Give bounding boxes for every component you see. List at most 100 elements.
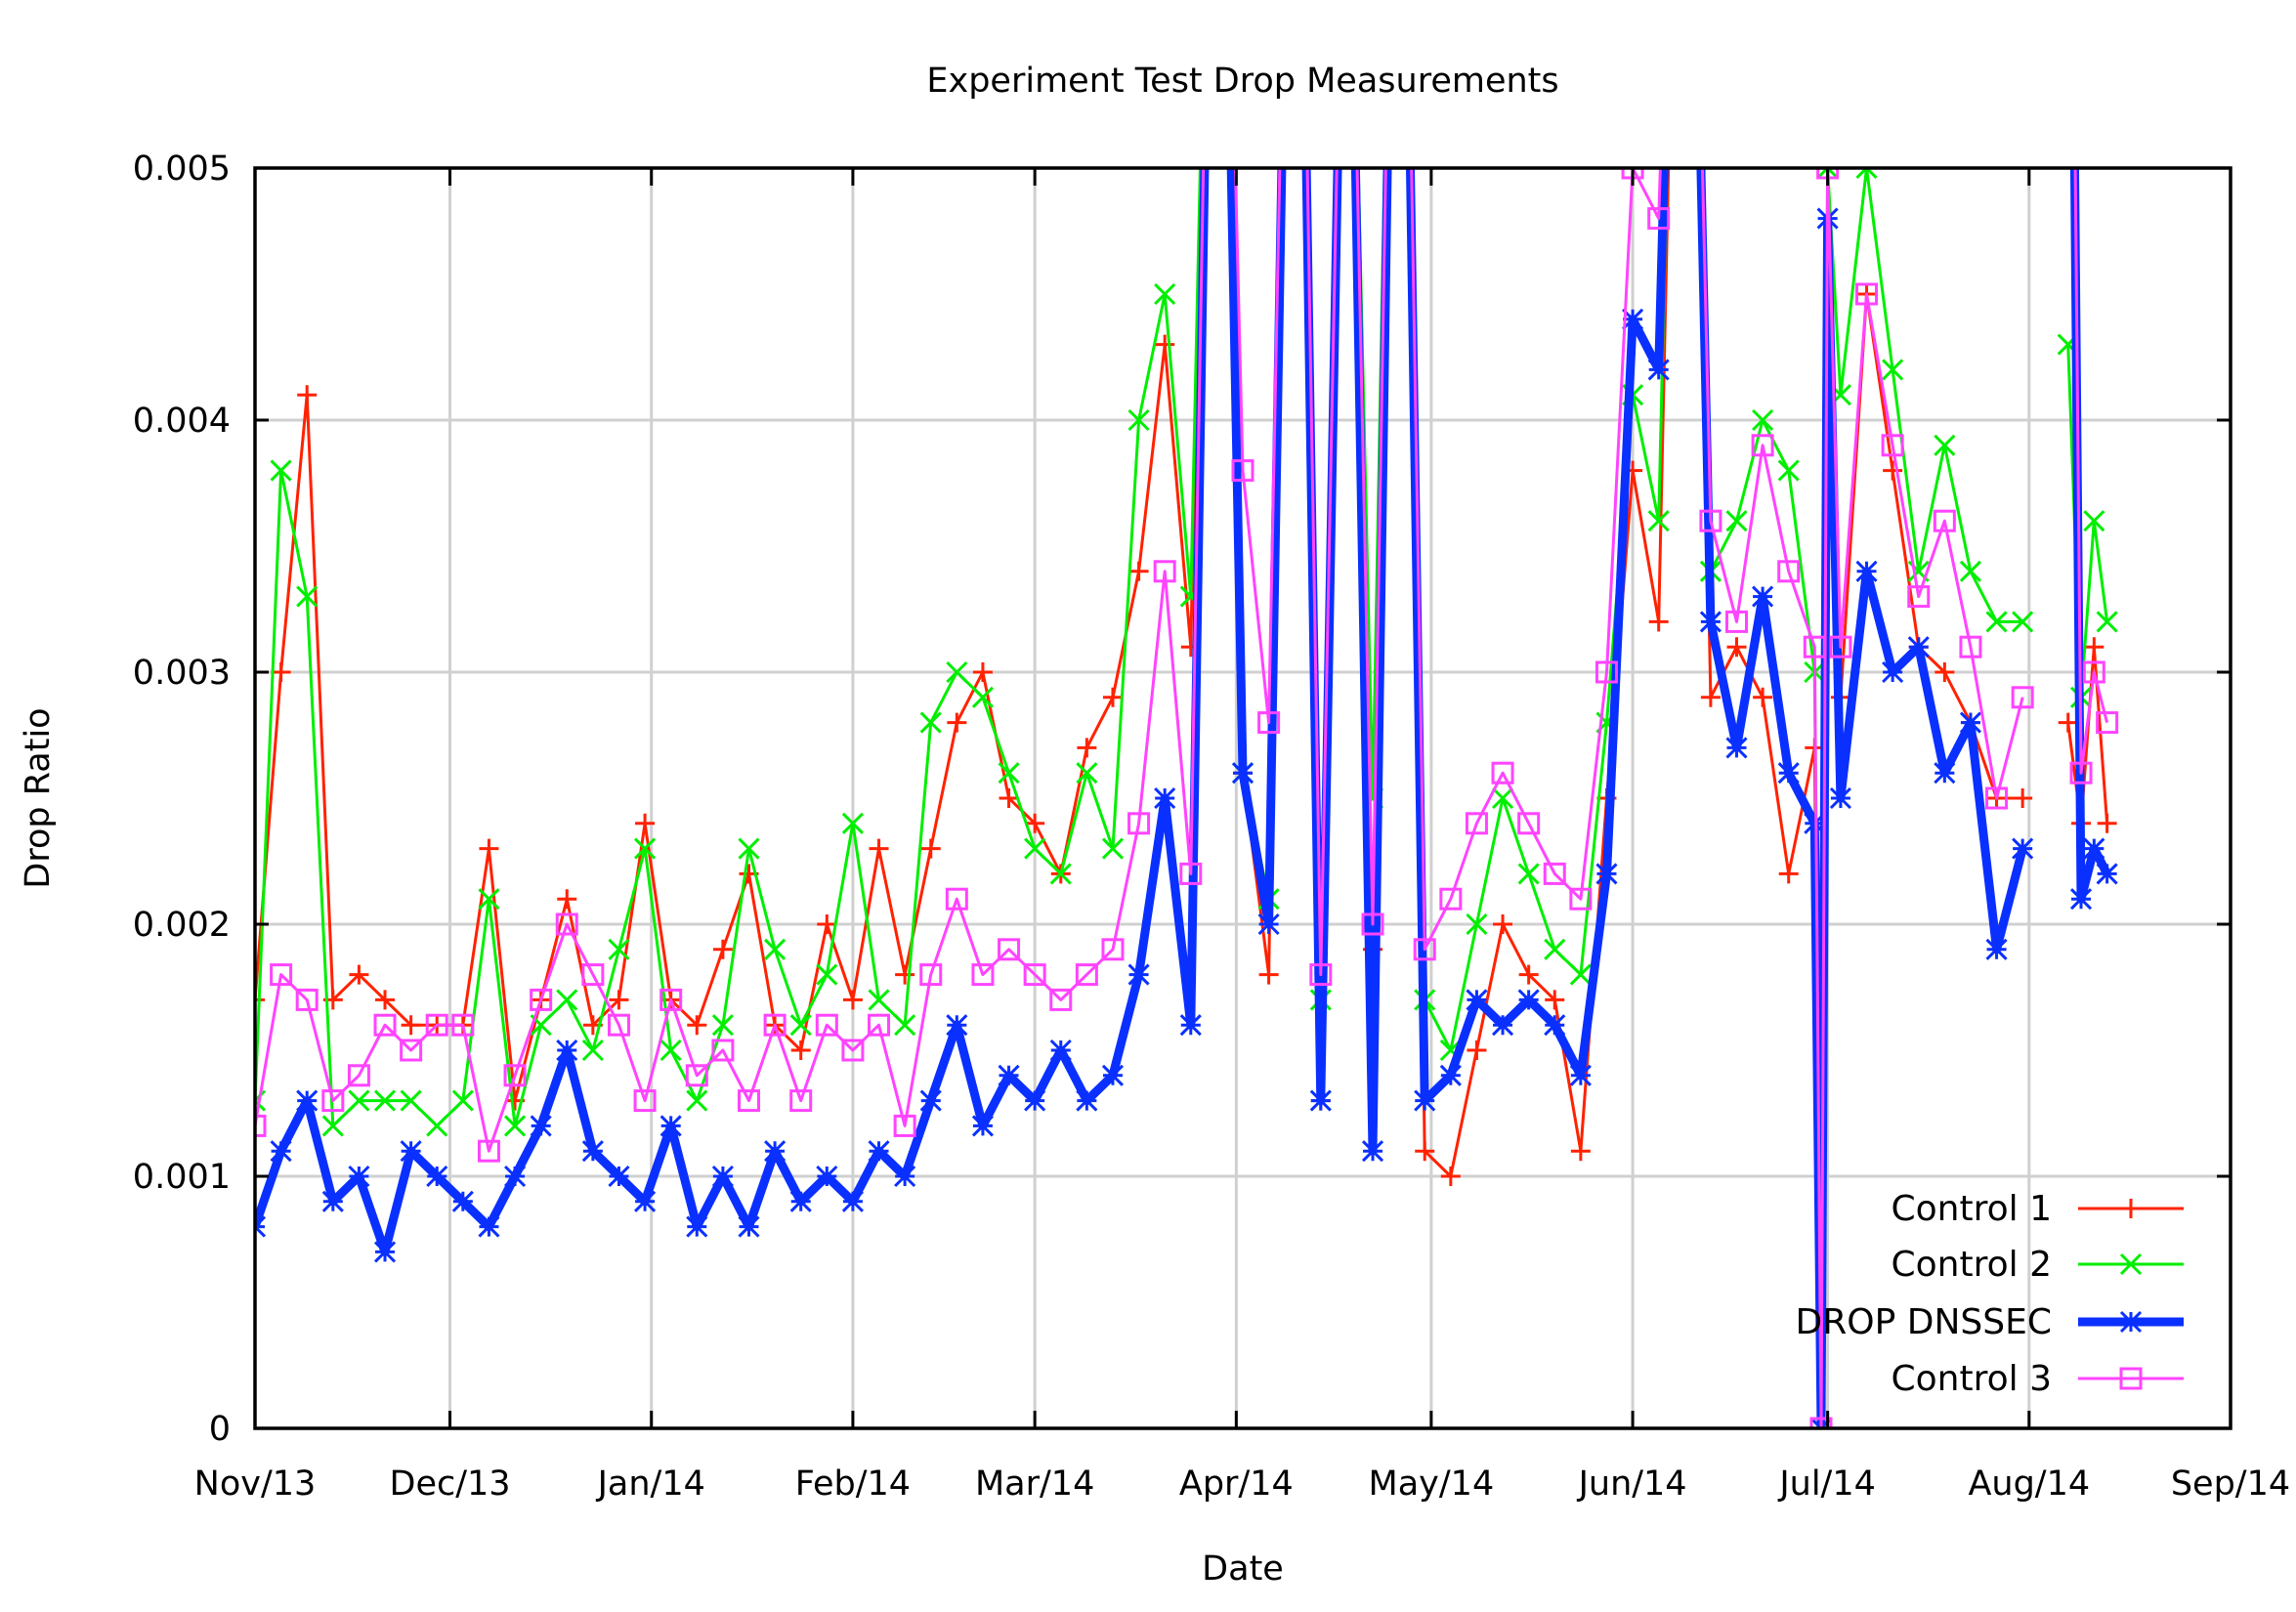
data-point: [790, 1040, 811, 1060]
data-point: [270, 963, 293, 987]
data-point: [1024, 1089, 1046, 1112]
data-point: [271, 662, 291, 682]
data-point: [971, 686, 995, 708]
data-point: [581, 1039, 604, 1062]
data-point: [255, 1114, 267, 1137]
data-point: [711, 1039, 735, 1062]
data-point: [685, 1064, 708, 1087]
legend-label: Control 2: [1892, 1245, 2052, 1285]
data-point: [1700, 687, 1721, 707]
data-point: [2083, 837, 2105, 860]
data-point: [2096, 611, 2118, 633]
data-point: [2096, 863, 2118, 885]
data-point: [1648, 612, 1669, 632]
data-point: [1179, 1014, 1202, 1037]
data-point: [607, 1013, 630, 1037]
data-point: [1517, 863, 1540, 885]
data-point: [425, 1013, 448, 1037]
data-point: [348, 1089, 370, 1112]
data-point: [1049, 988, 1073, 1011]
data-point: [920, 838, 941, 859]
data-point: [2084, 637, 2105, 658]
data-point: [1569, 963, 1592, 986]
data-point: [1413, 938, 1436, 961]
data-point: [893, 1114, 916, 1137]
data-point: [946, 660, 968, 684]
data-point: [659, 988, 683, 1011]
data-point: [479, 838, 499, 859]
data-point: [1545, 990, 1565, 1010]
data-point: [255, 990, 265, 1010]
data-point: [296, 1089, 319, 1112]
series-line: [255, 168, 2023, 1428]
data-point: [295, 988, 319, 1011]
data-point: [1231, 762, 1254, 785]
series-line: [2069, 168, 2111, 904]
x-tick-label: Dec/13: [390, 1464, 511, 1504]
data-point: [2097, 813, 2117, 833]
series-line: [2066, 645, 2109, 826]
data-point: [503, 1064, 527, 1087]
data-point: [321, 1089, 345, 1113]
data-point: [971, 963, 995, 987]
data-point: [659, 1115, 682, 1137]
data-point: [1127, 812, 1151, 835]
data-point: [2069, 761, 2093, 785]
y-tick-label: 0.003: [133, 654, 231, 693]
data-point: [841, 1039, 865, 1062]
legend-marker: [2121, 1199, 2141, 1218]
x-tick-label: Aug/14: [1968, 1464, 2090, 1504]
x-tick-label: Jan/14: [596, 1464, 705, 1504]
data-point: [1101, 938, 1125, 961]
data-point: [1829, 786, 1851, 810]
data-point: [1647, 207, 1671, 231]
data-point: [478, 888, 500, 911]
legend-item: DROP DNSSEC: [1796, 1302, 2184, 1342]
x-tick-label: May/14: [1369, 1464, 1495, 1504]
data-point: [1466, 912, 1488, 936]
data-point: [764, 1140, 787, 1163]
data-point: [1907, 636, 1930, 658]
data-point: [1309, 963, 1333, 987]
x-tick-label: Feb/14: [795, 1464, 911, 1504]
data-point: [1959, 711, 1982, 734]
data-point: [1882, 660, 1904, 684]
data-point: [1415, 1141, 1435, 1162]
data-point: [869, 838, 889, 859]
data-point: [530, 1115, 552, 1137]
data-point: [841, 1190, 864, 1212]
data-point: [817, 914, 837, 934]
data-point: [270, 459, 292, 482]
data-point: [1024, 837, 1046, 860]
data-point: [1467, 1040, 1487, 1060]
data-point: [1753, 687, 1773, 707]
legend-marker: [2119, 1367, 2143, 1390]
data-point: [2058, 712, 2078, 733]
data-point: [1102, 687, 1123, 707]
y-tick-label: 0.002: [133, 906, 231, 945]
data-point: [686, 1089, 708, 1112]
data-point: [1752, 408, 1774, 432]
data-point: [1076, 762, 1098, 785]
data-point: [1881, 434, 1904, 457]
data-point: [945, 887, 968, 911]
data-point: [712, 939, 733, 959]
y-axis: 0 0.001 0.002 0.003 0.004 0.005: [133, 149, 2231, 1449]
data-point: [556, 989, 578, 1011]
data-point: [1816, 168, 1839, 180]
legend: Control 1 Control 2 DROP DNSSEC Control 3: [1796, 1189, 2184, 1399]
data-point: [1959, 635, 1982, 658]
y-tick-label: 0.004: [133, 402, 231, 441]
data-point: [1154, 786, 1176, 810]
x-tick-label: Sep/14: [2171, 1464, 2290, 1504]
data-point: [556, 1039, 578, 1062]
data-point: [738, 837, 760, 860]
series-layer: [255, 168, 2119, 1428]
data-point: [972, 662, 993, 682]
legend-marker: [2119, 1252, 2143, 1276]
data-point: [789, 1190, 812, 1212]
x-tick-label: Jun/14: [1577, 1464, 1687, 1504]
data-point: [1935, 662, 1955, 682]
data-point: [1752, 585, 1774, 608]
data-point: [1231, 459, 1254, 483]
